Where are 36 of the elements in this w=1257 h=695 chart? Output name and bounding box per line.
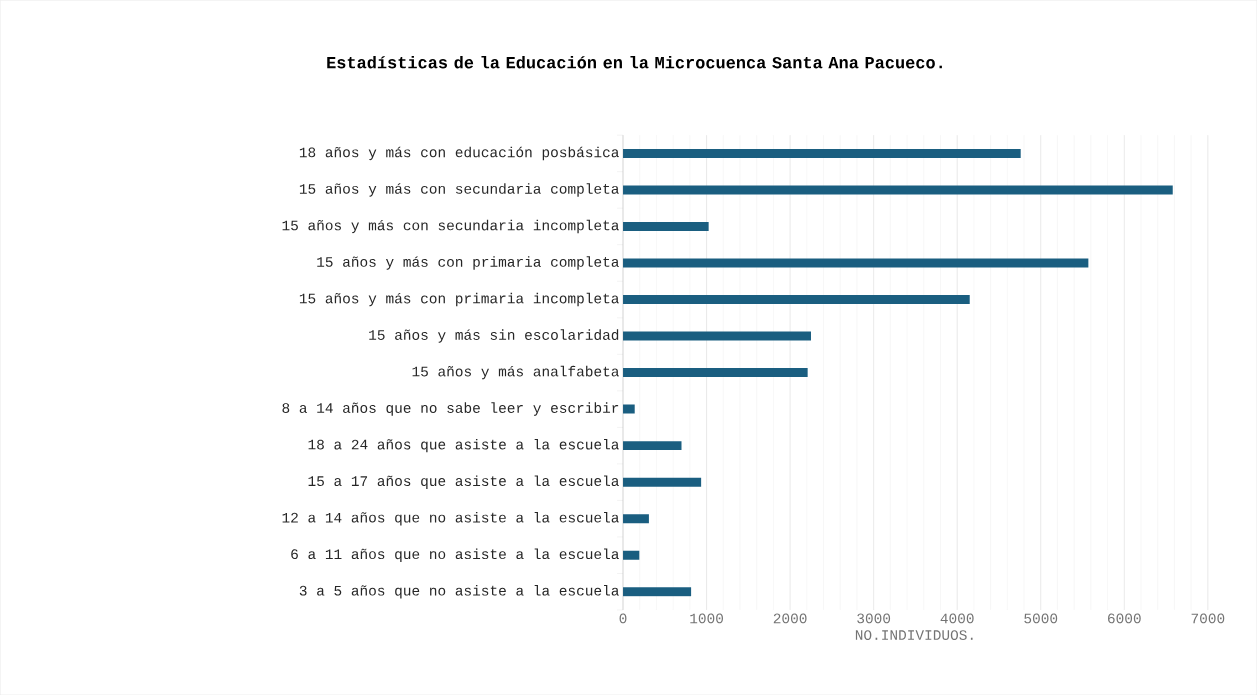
bar: [623, 587, 692, 597]
bar: [623, 514, 649, 524]
y-tick-label: 15 años y más analfabeta: [412, 365, 619, 380]
y-tick-label: 12 a 14 años que no asiste a la escuela: [282, 511, 619, 526]
bar: [623, 185, 1173, 195]
bar: [623, 404, 635, 414]
y-tick-label: 15 años y más con secundaria incompleta: [282, 219, 619, 234]
y-tick-label: 18 a 24 años que asiste a la escuela: [308, 438, 619, 453]
y-tick-label: 6 a 11 años que no asiste a la escuela: [291, 548, 619, 562]
bar: [623, 294, 970, 304]
x-tick-label: 2000: [773, 613, 807, 624]
x-tick-label: 0: [619, 613, 627, 624]
y-tick-label: 15 años y más con primaria completa: [317, 256, 619, 270]
x-tick-label: 1000: [690, 613, 723, 624]
bar: [623, 550, 640, 560]
y-tick-label: 15 años y más sin escolaridad: [369, 329, 619, 343]
x-tick-label: 5000: [1024, 613, 1058, 624]
bar: [623, 367, 808, 377]
y-tick-label: 18 años y más con educación posbásica: [299, 146, 619, 161]
x-tick-label: 6000: [1108, 613, 1141, 624]
x-tick-label: 4000: [940, 613, 974, 624]
chart-title: Estadísticas de la Educación en la Microcuenca Santa Ana Pacueco.: [327, 55, 942, 69]
bar: [623, 331, 811, 341]
bar: [623, 221, 709, 231]
y-tick-label: 15 años y más con primaria incompleta: [299, 292, 619, 307]
bar: [623, 441, 682, 451]
y-tick-label: 8 a 14 años que no sabe leer y escribir: [282, 402, 619, 416]
bar: [623, 477, 702, 487]
x-axis-title: NO.INDIVIDUOS.: [855, 630, 973, 640]
x-tick-label: 3000: [857, 613, 891, 624]
y-tick-label: 15 años y más con secundaria completa: [299, 183, 619, 197]
bar: [623, 148, 1021, 158]
y-tick-label: 3 a 5 años que no asiste a la escuela: [299, 584, 619, 599]
y-tick-label: 15 a 17 años que asiste a la escuela: [308, 475, 619, 489]
bar: [623, 258, 1089, 268]
x-tick-label: 7000: [1191, 613, 1225, 624]
